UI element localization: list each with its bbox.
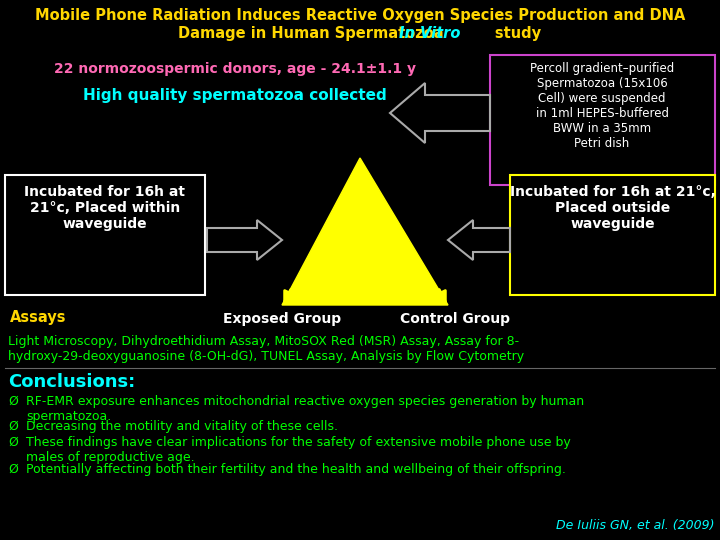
Text: Ø: Ø [8, 436, 18, 449]
Text: In Vitro: In Vitro [400, 26, 461, 41]
FancyBboxPatch shape [490, 55, 715, 185]
Text: Mobile Phone Radiation Induces Reactive Oxygen Species Production and DNA: Mobile Phone Radiation Induces Reactive … [35, 8, 685, 23]
Text: Exposed Group: Exposed Group [223, 312, 341, 326]
FancyBboxPatch shape [510, 175, 715, 295]
Text: Control Group: Control Group [400, 312, 510, 326]
Text: High quality spermatozoa collected: High quality spermatozoa collected [83, 88, 387, 103]
FancyBboxPatch shape [5, 175, 205, 295]
Text: Ø: Ø [8, 420, 18, 433]
Text: These findings have clear implications for the safety of extensive mobile phone : These findings have clear implications f… [26, 436, 571, 464]
Text: Percoll gradient–purified
Spermatozoa (15x106
Cell) were suspended
in 1ml HEPES-: Percoll gradient–purified Spermatozoa (1… [530, 62, 674, 150]
Text: Incubated for 16h at
21°c, Placed within
waveguide: Incubated for 16h at 21°c, Placed within… [24, 185, 186, 232]
Text: RF-EMR exposure enhances mitochondrial reactive oxygen species generation by hum: RF-EMR exposure enhances mitochondrial r… [26, 395, 584, 423]
Text: Conclusions:: Conclusions: [8, 373, 135, 391]
Text: De Iuliis GN, et al. (2009): De Iuliis GN, et al. (2009) [557, 519, 715, 532]
Text: Ø: Ø [8, 463, 18, 476]
Text: Incubated for 16h at 21°c,
Placed outside
waveguide: Incubated for 16h at 21°c, Placed outsid… [510, 185, 716, 232]
Text: Light Microscopy, Dihydroethidium Assay, MitoSOX Red (MSR) Assay, Assay for 8-
h: Light Microscopy, Dihydroethidium Assay,… [8, 335, 524, 363]
Polygon shape [282, 158, 448, 305]
Text: Ø: Ø [8, 395, 18, 408]
Text: Assays: Assays [10, 310, 66, 325]
Text: 22 normozoospermic donors, age - 24.1±1.1 y: 22 normozoospermic donors, age - 24.1±1.… [54, 62, 416, 76]
Text: Damage in Human Spermatozoa          study: Damage in Human Spermatozoa study [179, 26, 541, 41]
Text: Decreasing the motility and vitality of these cells.: Decreasing the motility and vitality of … [26, 420, 338, 433]
Text: Potentially affecting both their fertility and the health and wellbeing of their: Potentially affecting both their fertili… [26, 463, 566, 476]
